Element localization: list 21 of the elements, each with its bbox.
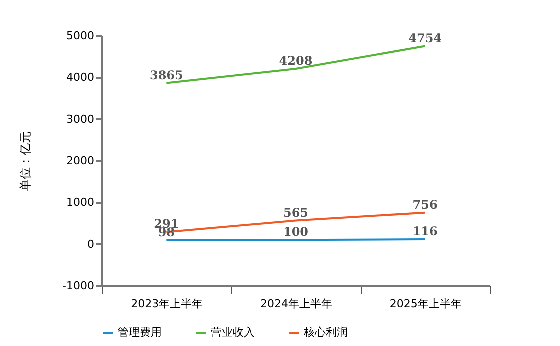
legend-label: 管理费用 [118,326,162,339]
y-tick-label: -1000 [62,280,94,292]
y-tick-label: 4000 [66,71,94,84]
data-label: 100 [283,225,309,240]
x-tick-label: 2025年上半年 [390,298,462,310]
legend-label: 核心利润 [303,326,348,339]
data-label: 4208 [279,54,313,68]
y-tick-label: 5000 [66,30,94,42]
y-tick-label: 0 [88,238,94,251]
legend-label: 营业收入 [211,326,255,339]
x-tick-label: 2023年上半年 [131,298,204,310]
y-axis-title: 单位：亿元 [18,132,33,192]
data-label: 565 [283,206,309,220]
y-tick-label: 1000 [66,196,94,210]
data-label: 3865 [150,68,184,82]
y-tick-label: 2000 [66,154,94,168]
x-tick-label: 2024年上半年 [260,298,332,310]
data-label: 756 [412,198,438,212]
data-label: 116 [412,224,438,238]
data-label: 4754 [408,31,442,46]
y-tick-label: 3000 [66,112,94,126]
